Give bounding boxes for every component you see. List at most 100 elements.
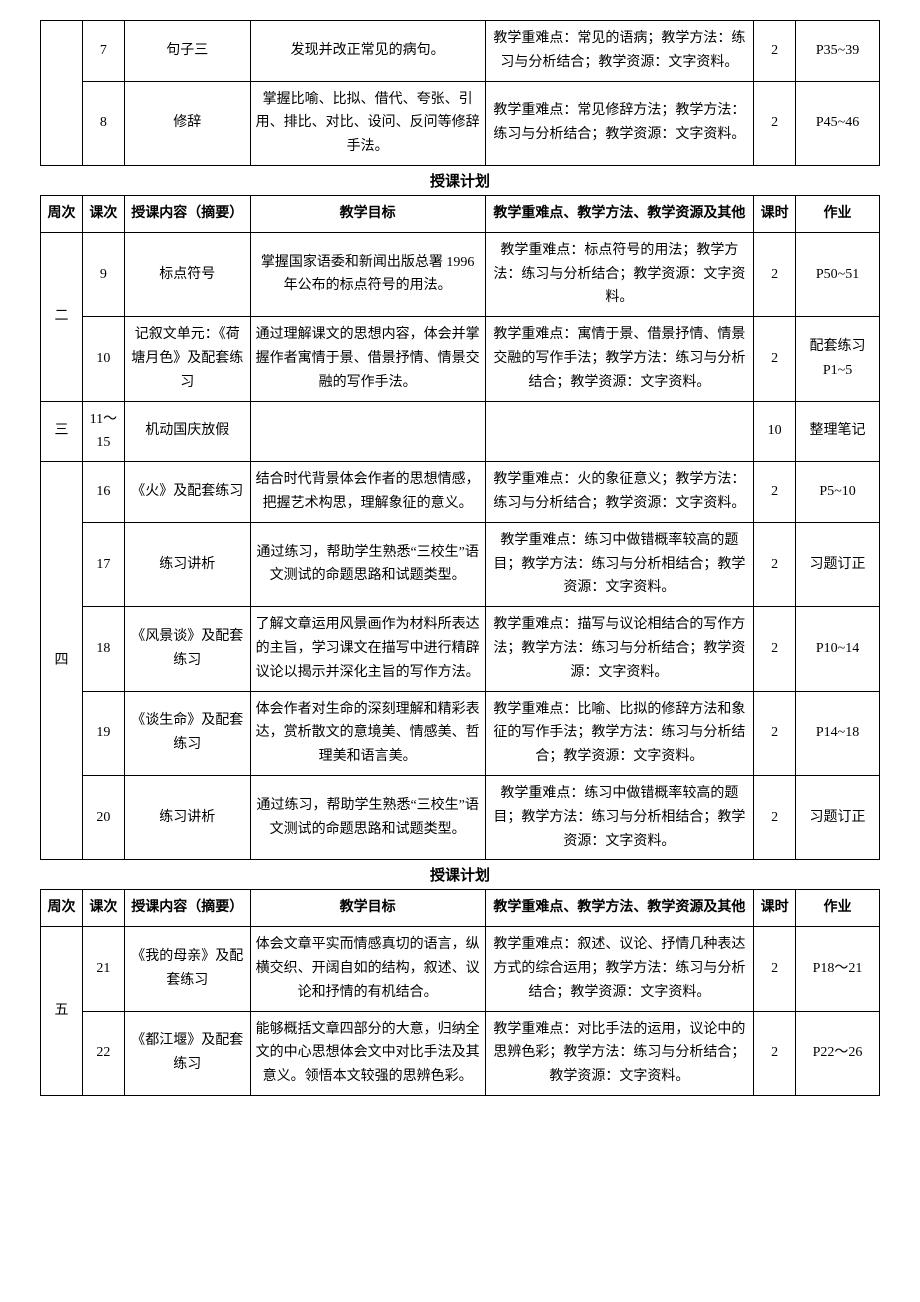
cell-goal: 通过练习，帮助学生熟悉“三校生”语文测试的命题思路和试题类型。 — [250, 775, 485, 859]
cell-focus: 教学重难点：比喻、比拟的修辞方法和象征的写作手法；教学方法：练习与分析结合；教学… — [485, 691, 753, 775]
cell-homework: P45~46 — [796, 81, 880, 165]
plan-table-section1: 7句子三发现并改正常见的病句。教学重难点：常见的语病；教学方法：练习与分析结合；… — [40, 20, 880, 166]
cell-lesson: 10 — [82, 317, 124, 401]
table-row: 20练习讲析通过练习，帮助学生熟悉“三校生”语文测试的命题思路和试题类型。教学重… — [41, 775, 880, 859]
hdr-focus: 教学重难点、教学方法、教学资源及其他 — [485, 195, 753, 232]
hdr-content: 授课内容（摘要） — [124, 195, 250, 232]
cell-hours: 2 — [754, 927, 796, 1011]
cell-homework: P22～26 — [796, 1011, 880, 1095]
table-row: 四16《火》及配套练习结合时代背景体会作者的思想情感，把握艺术构思，理解象征的意… — [41, 462, 880, 523]
cell-content: 练习讲析 — [124, 522, 250, 606]
cell-homework: 整理笔记 — [796, 401, 880, 462]
table-row: 三11～15机动国庆放假 10整理笔记 — [41, 401, 880, 462]
header-row: 周次 课次 授课内容（摘要） 教学目标 教学重难点、教学方法、教学资源及其他 课… — [41, 195, 880, 232]
cell-homework: 配套练习P1~5 — [796, 317, 880, 401]
cell-content: 机动国庆放假 — [124, 401, 250, 462]
cell-content: 练习讲析 — [124, 775, 250, 859]
cell-focus: 教学重难点：练习中做错概率较高的题目；教学方法：练习与分析相结合；教学资源：文字… — [485, 775, 753, 859]
cell-focus — [485, 401, 753, 462]
cell-hours: 2 — [754, 21, 796, 82]
hdr-hours: 课时 — [754, 195, 796, 232]
cell-focus: 教学重难点：寓情于景、借景抒情、情景交融的写作手法；教学方法：练习与分析结合；教… — [485, 317, 753, 401]
cell-lesson: 7 — [82, 21, 124, 82]
table-row: 18《风景谈》及配套练习了解文章运用风景画作为材料所表达的主旨，学习课文在描写中… — [41, 607, 880, 691]
plan-table-section3: 周次 课次 授课内容（摘要） 教学目标 教学重难点、教学方法、教学资源及其他 课… — [40, 889, 880, 1096]
cell-content: 《谈生命》及配套练习 — [124, 691, 250, 775]
cell-focus: 教学重难点：叙述、议论、抒情几种表达方式的综合运用；教学方法：练习与分析结合；教… — [485, 927, 753, 1011]
hdr-week: 周次 — [41, 890, 83, 927]
table-row: 8修辞掌握比喻、比拟、借代、夸张、引用、排比、对比、设问、反问等修辞手法。教学重… — [41, 81, 880, 165]
cell-hours: 2 — [754, 607, 796, 691]
cell-lesson: 20 — [82, 775, 124, 859]
cell-goal: 了解文章运用风景画作为材料所表达的主旨，学习课文在描写中进行精辟议论以揭示并深化… — [250, 607, 485, 691]
cell-focus: 教学重难点：标点符号的用法；教学方法：练习与分析结合；教学资源：文字资料。 — [485, 232, 753, 316]
cell-goal: 掌握国家语委和新闻出版总署 1996 年公布的标点符号的用法。 — [250, 232, 485, 316]
cell-lesson: 9 — [82, 232, 124, 316]
cell-lesson: 11～15 — [82, 401, 124, 462]
cell-lesson: 16 — [82, 462, 124, 523]
cell-lesson: 8 — [82, 81, 124, 165]
cell-focus: 教学重难点：常见的语病；教学方法：练习与分析结合；教学资源：文字资料。 — [485, 21, 753, 82]
cell-week: 二 — [41, 232, 83, 401]
cell-goal: 发现并改正常见的病句。 — [250, 21, 485, 82]
hdr-hours: 课时 — [754, 890, 796, 927]
cell-content: 句子三 — [124, 21, 250, 82]
cell-hours: 2 — [754, 775, 796, 859]
cell-focus: 教学重难点：常见修辞方法；教学方法：练习与分析结合；教学资源：文字资料。 — [485, 81, 753, 165]
cell-week: 三 — [41, 401, 83, 462]
cell-goal: 结合时代背景体会作者的思想情感，把握艺术构思，理解象征的意义。 — [250, 462, 485, 523]
header-row: 周次 课次 授课内容（摘要） 教学目标 教学重难点、教学方法、教学资源及其他 课… — [41, 890, 880, 927]
cell-content: 记叙文单元：《荷塘月色》及配套练习 — [124, 317, 250, 401]
cell-goal: 掌握比喻、比拟、借代、夸张、引用、排比、对比、设问、反问等修辞手法。 — [250, 81, 485, 165]
cell-homework: P50~51 — [796, 232, 880, 316]
cell-content: 修辞 — [124, 81, 250, 165]
cell-week — [41, 21, 83, 166]
hdr-homework: 作业 — [796, 890, 880, 927]
cell-content: 《我的母亲》及配套练习 — [124, 927, 250, 1011]
cell-hours: 2 — [754, 691, 796, 775]
cell-hours: 10 — [754, 401, 796, 462]
table-row: 19《谈生命》及配套练习体会作者对生命的深刻理解和精彩表达，赏析散文的意境美、情… — [41, 691, 880, 775]
cell-goal: 能够概括文章四部分的大意，归纳全文的中心思想体会文中对比手法及其意义。领悟本文较… — [250, 1011, 485, 1095]
table-row: 10记叙文单元：《荷塘月色》及配套练习通过理解课文的思想内容，体会并掌握作者寓情… — [41, 317, 880, 401]
cell-goal: 通过练习，帮助学生熟悉“三校生”语文测试的命题思路和试题类型。 — [250, 522, 485, 606]
hdr-homework: 作业 — [796, 195, 880, 232]
cell-focus: 教学重难点：对比手法的运用，议论中的思辨色彩；教学方法：练习与分析结合；教学资源… — [485, 1011, 753, 1095]
caption-2: 授课计划 — [40, 166, 880, 195]
cell-focus: 教学重难点：描写与议论相结合的写作方法；教学方法：练习与分析结合；教学资源：文字… — [485, 607, 753, 691]
hdr-content: 授课内容（摘要） — [124, 890, 250, 927]
cell-content: 《火》及配套练习 — [124, 462, 250, 523]
cell-week: 四 — [41, 462, 83, 860]
cell-goal: 通过理解课文的思想内容，体会并掌握作者寓情于景、借景抒情、情景交融的写作手法。 — [250, 317, 485, 401]
cell-goal: 体会文章平实而情感真切的语言，纵横交织、开阔自如的结构，叙述、议论和抒情的有机结… — [250, 927, 485, 1011]
cell-content: 《风景谈》及配套练习 — [124, 607, 250, 691]
hdr-goal: 教学目标 — [250, 890, 485, 927]
cell-focus: 教学重难点：火的象征意义；教学方法：练习与分析结合；教学资源：文字资料。 — [485, 462, 753, 523]
caption-3: 授课计划 — [40, 860, 880, 889]
cell-hours: 2 — [754, 317, 796, 401]
hdr-week: 周次 — [41, 195, 83, 232]
cell-lesson: 19 — [82, 691, 124, 775]
hdr-lesson: 课次 — [82, 195, 124, 232]
cell-lesson: 22 — [82, 1011, 124, 1095]
cell-homework: P14~18 — [796, 691, 880, 775]
table-row: 22《都江堰》及配套练习能够概括文章四部分的大意，归纳全文的中心思想体会文中对比… — [41, 1011, 880, 1095]
cell-hours: 2 — [754, 81, 796, 165]
cell-lesson: 17 — [82, 522, 124, 606]
cell-homework: 习题订正 — [796, 522, 880, 606]
cell-content: 《都江堰》及配套练习 — [124, 1011, 250, 1095]
hdr-focus: 教学重难点、教学方法、教学资源及其他 — [485, 890, 753, 927]
hdr-lesson: 课次 — [82, 890, 124, 927]
cell-hours: 2 — [754, 232, 796, 316]
cell-lesson: 21 — [82, 927, 124, 1011]
cell-homework: P10~14 — [796, 607, 880, 691]
cell-homework: P18～21 — [796, 927, 880, 1011]
cell-lesson: 18 — [82, 607, 124, 691]
cell-focus: 教学重难点：练习中做错概率较高的题目；教学方法：练习与分析相结合；教学资源：文字… — [485, 522, 753, 606]
plan-table-section2: 周次 课次 授课内容（摘要） 教学目标 教学重难点、教学方法、教学资源及其他 课… — [40, 195, 880, 860]
table-row: 17练习讲析通过练习，帮助学生熟悉“三校生”语文测试的命题思路和试题类型。教学重… — [41, 522, 880, 606]
cell-week: 五 — [41, 927, 83, 1096]
table-row: 7句子三发现并改正常见的病句。教学重难点：常见的语病；教学方法：练习与分析结合；… — [41, 21, 880, 82]
cell-hours: 2 — [754, 1011, 796, 1095]
cell-homework: P35~39 — [796, 21, 880, 82]
